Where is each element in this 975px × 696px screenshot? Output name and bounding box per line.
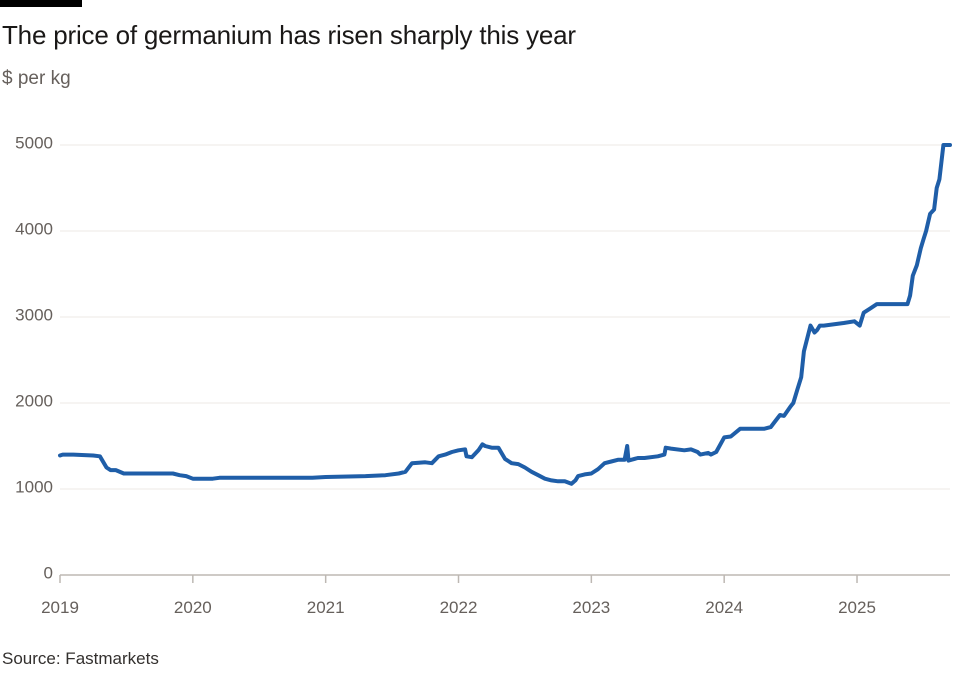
x-tick-label: 2025 xyxy=(838,598,876,617)
y-axis: 0 1000 2000 3000 4000 5000 xyxy=(15,133,53,582)
x-tick-label: 2024 xyxy=(705,598,743,617)
y-tick-label: 4000 xyxy=(15,219,53,238)
y-tick-label: 1000 xyxy=(15,477,53,496)
x-tick-label: 2022 xyxy=(440,598,478,617)
y-tick-label: 2000 xyxy=(15,391,53,410)
y-tick-label: 5000 xyxy=(15,133,53,152)
source-note: Source: Fastmarkets xyxy=(2,649,159,668)
x-tick-label: 2021 xyxy=(307,598,345,617)
chart-unit-label: $ per kg xyxy=(2,68,71,89)
y-tick-label: 3000 xyxy=(15,305,53,324)
x-axis: 2019 2020 2021 2022 2023 2024 2025 xyxy=(41,575,876,617)
price-series-line xyxy=(58,143,952,486)
x-tick-label: 2023 xyxy=(572,598,610,617)
x-tick-label: 2020 xyxy=(174,598,212,617)
y-tick-label: 0 xyxy=(44,563,53,582)
x-tick-label: 2019 xyxy=(41,598,79,617)
brand-bar xyxy=(0,0,82,7)
grid-lines xyxy=(60,144,950,576)
chart-title: The price of germanium has risen sharply… xyxy=(2,20,576,50)
